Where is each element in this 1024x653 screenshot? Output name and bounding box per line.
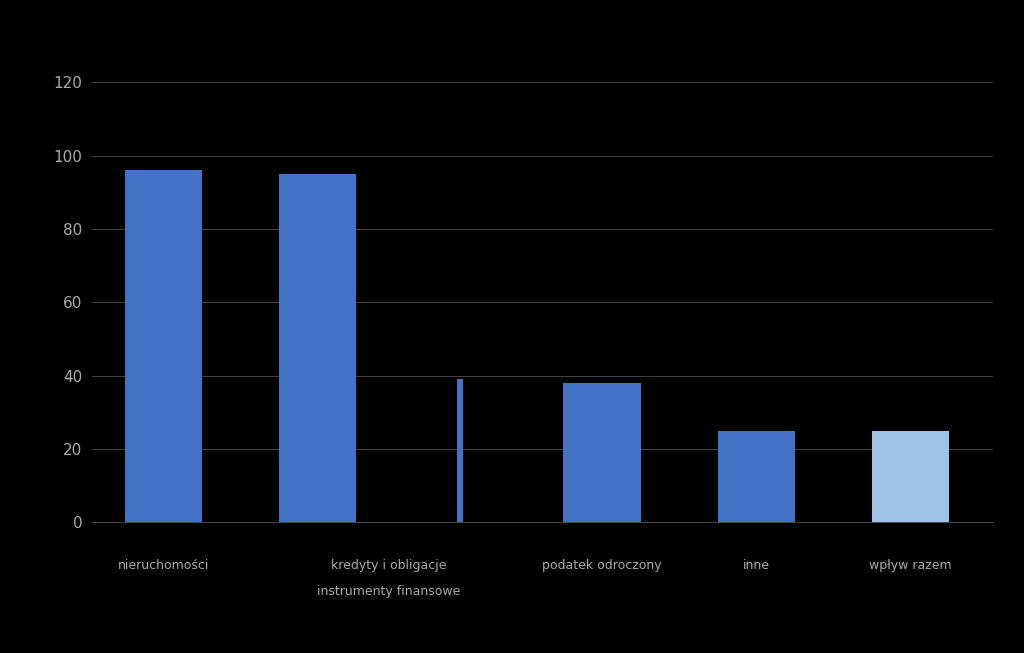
- Text: kredyty i obligacje: kredyty i obligacje: [331, 559, 446, 572]
- Bar: [125, 170, 202, 522]
- Text: podatek odroczony: podatek odroczony: [542, 559, 662, 572]
- Text: nieruchomości: nieruchomości: [118, 559, 209, 572]
- Bar: [457, 379, 463, 522]
- Text: inne: inne: [742, 559, 770, 572]
- Text: instrumenty finansowe: instrumenty finansowe: [316, 584, 460, 597]
- Bar: [279, 174, 356, 522]
- Bar: [563, 383, 641, 522]
- Bar: [718, 431, 795, 522]
- Bar: [871, 431, 949, 522]
- Text: wpływ razem: wpływ razem: [869, 559, 951, 572]
